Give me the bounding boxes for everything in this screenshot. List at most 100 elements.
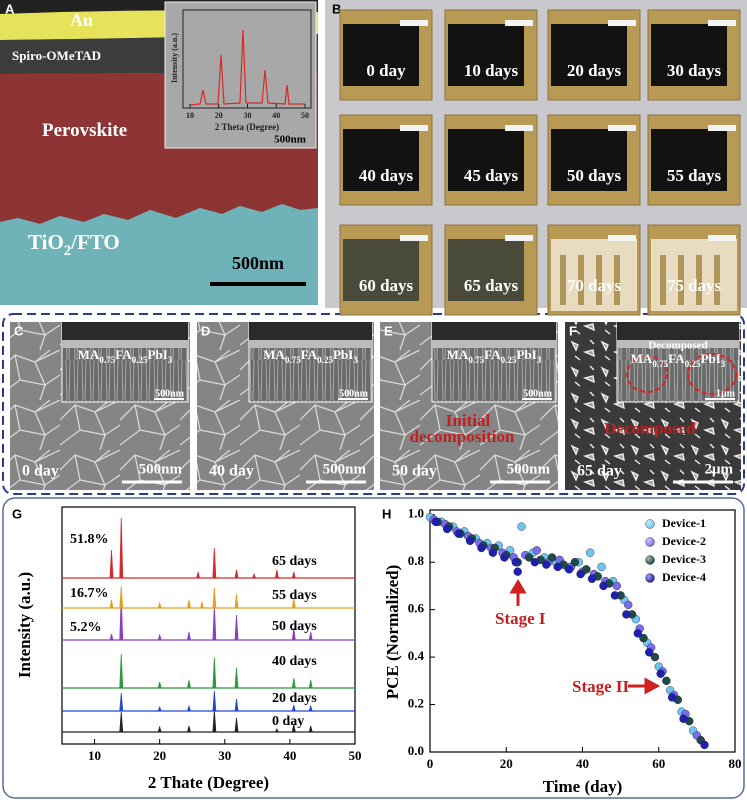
point xyxy=(547,553,557,562)
point xyxy=(532,546,541,555)
inset-top xyxy=(432,322,556,340)
annotation: 16.7% xyxy=(70,586,109,601)
device-active xyxy=(651,129,727,191)
device-active xyxy=(448,24,524,86)
point xyxy=(639,633,648,643)
peak xyxy=(308,704,313,712)
annotation: decomposition xyxy=(410,427,515,446)
point xyxy=(612,581,622,591)
peak xyxy=(308,679,313,689)
highlight xyxy=(626,355,668,393)
point xyxy=(599,581,608,591)
panel-letter: D xyxy=(201,323,210,338)
day-label: 50 day xyxy=(392,463,437,480)
point xyxy=(517,522,526,531)
inset-y-label: Intensity (a.u.) xyxy=(170,33,179,83)
annotation: Stage II xyxy=(572,677,630,696)
legend-label: Device-1 xyxy=(662,516,706,530)
panel-letter: G xyxy=(12,506,22,521)
point xyxy=(656,669,665,678)
inset-top xyxy=(62,322,188,340)
inset-layer xyxy=(62,340,188,348)
device-contact xyxy=(708,125,736,131)
inset-top xyxy=(617,322,739,340)
peak xyxy=(212,657,217,689)
peak xyxy=(291,723,296,733)
peak xyxy=(119,711,124,733)
scale-label: 500nm xyxy=(507,461,551,477)
point xyxy=(622,610,631,619)
formula: MA0.75FA0.25PbI3 xyxy=(447,347,542,365)
panel-letter: B xyxy=(332,1,341,16)
peak xyxy=(157,725,162,733)
point xyxy=(431,517,440,527)
x-tick-label: 40 xyxy=(283,748,296,763)
inset-scale: 500nm xyxy=(155,388,185,399)
point xyxy=(582,565,591,574)
legend-sheen xyxy=(645,555,655,565)
point xyxy=(662,676,671,686)
series-label: 65 days xyxy=(272,554,317,569)
point xyxy=(585,548,595,557)
day-label: 10 days xyxy=(464,61,519,80)
point xyxy=(465,536,475,546)
point xyxy=(570,557,580,567)
point xyxy=(442,524,452,534)
layer-label: Au xyxy=(70,10,93,30)
point xyxy=(700,740,709,750)
legend-sheen xyxy=(645,519,655,529)
scale-label: 500nm xyxy=(323,461,367,477)
inset xyxy=(164,1,317,149)
peak xyxy=(187,725,191,733)
point xyxy=(610,591,620,600)
point xyxy=(645,648,654,657)
peak xyxy=(187,704,191,712)
y-tick-label: 0.2 xyxy=(408,696,424,711)
point xyxy=(650,652,660,662)
electrode xyxy=(614,255,620,305)
peak xyxy=(291,677,296,689)
point xyxy=(500,553,509,562)
device-active xyxy=(448,129,524,191)
device-active xyxy=(343,129,419,191)
y-axis-label: Intensity (a.u.) xyxy=(15,572,34,678)
point xyxy=(599,581,608,591)
point xyxy=(624,600,633,610)
chart-frame xyxy=(2,497,745,799)
point xyxy=(547,553,557,562)
peak xyxy=(119,653,124,689)
point xyxy=(679,714,688,723)
point xyxy=(488,548,498,557)
electrode xyxy=(678,255,684,305)
peak xyxy=(234,667,239,689)
day-label: 40 days xyxy=(359,166,414,185)
peak xyxy=(187,631,191,641)
inset-tick-label: 50 xyxy=(301,111,309,120)
day-label: 20 days xyxy=(567,61,622,80)
point xyxy=(633,629,642,638)
device-contact xyxy=(608,235,636,241)
point xyxy=(597,562,606,572)
point xyxy=(570,557,580,567)
peak xyxy=(187,679,191,689)
x-tick-label: 50 xyxy=(349,748,362,763)
sem-frame xyxy=(2,313,745,495)
point xyxy=(585,548,595,557)
layer-label: Perovskite xyxy=(42,120,127,141)
peak xyxy=(234,569,239,579)
day-label: 40 day xyxy=(209,463,254,480)
point xyxy=(645,648,654,657)
inset-layer xyxy=(617,340,739,348)
arrow xyxy=(628,677,661,695)
point xyxy=(454,529,463,538)
peak xyxy=(291,571,296,579)
x-axis-label: 2 Thate (Degree) xyxy=(148,773,269,792)
x-tick-label: 30 xyxy=(218,748,231,763)
peak xyxy=(212,547,217,579)
peak xyxy=(308,725,313,733)
peak xyxy=(157,705,162,712)
x-tick-label: 20 xyxy=(500,756,513,771)
point xyxy=(576,569,585,579)
peak xyxy=(157,633,162,641)
inset-layer xyxy=(432,340,556,348)
